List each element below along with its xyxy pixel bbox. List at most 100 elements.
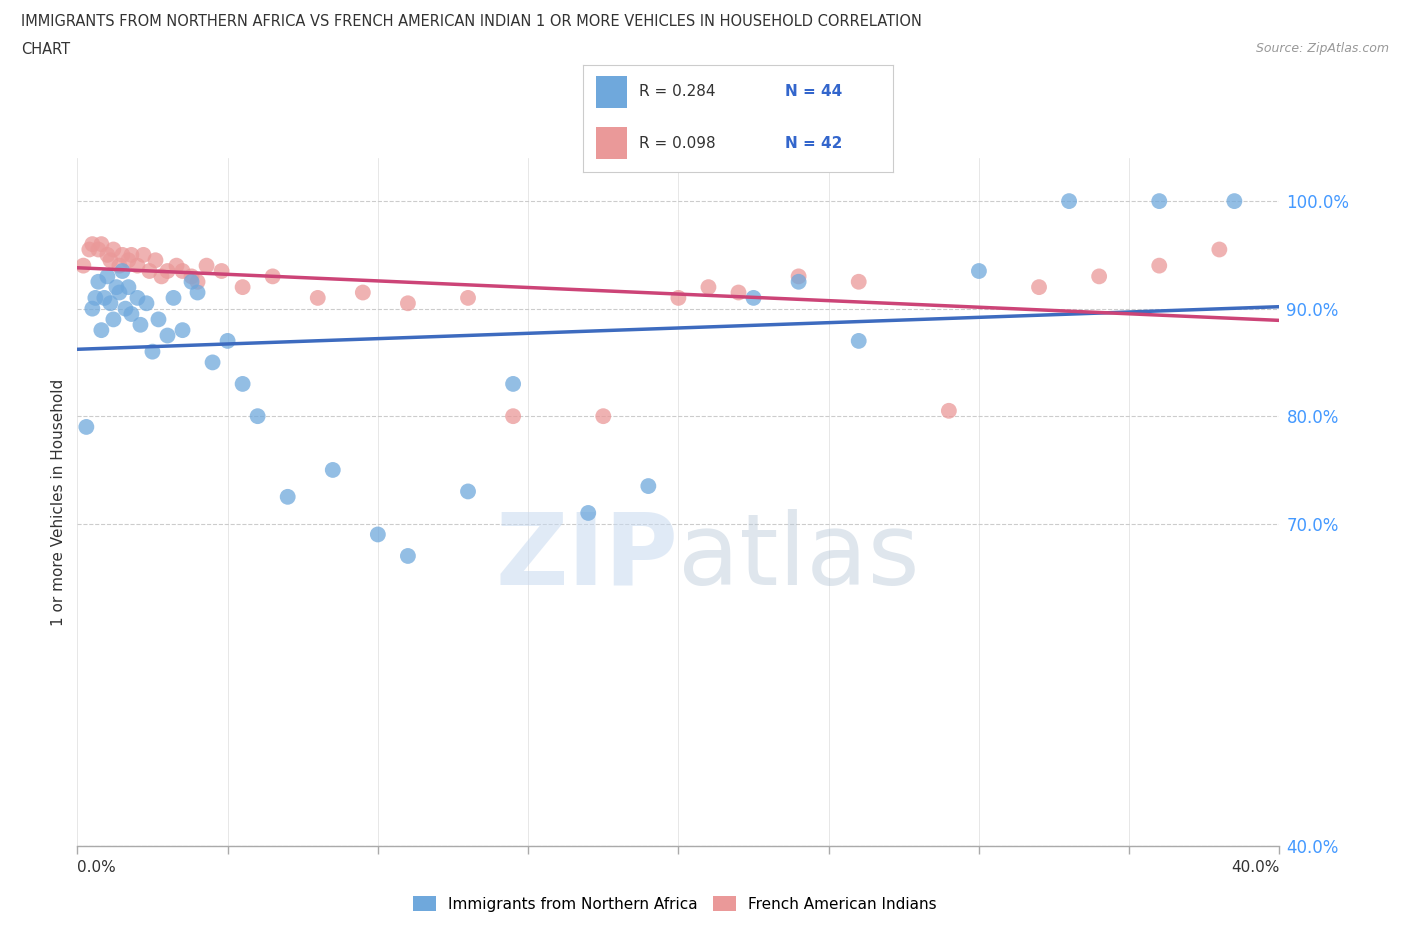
Point bbox=[277, 489, 299, 504]
Point bbox=[180, 274, 202, 289]
Point bbox=[187, 274, 209, 289]
Point bbox=[93, 290, 115, 305]
Point bbox=[1057, 193, 1080, 208]
Point bbox=[129, 317, 152, 332]
Y-axis label: 1 or more Vehicles in Household: 1 or more Vehicles in Household bbox=[51, 379, 66, 626]
Text: 0.0%: 0.0% bbox=[77, 860, 117, 875]
Point bbox=[1223, 193, 1246, 208]
Point bbox=[108, 259, 131, 273]
Point bbox=[72, 259, 94, 273]
Point bbox=[79, 242, 101, 257]
Point bbox=[117, 280, 139, 295]
Point bbox=[211, 263, 233, 278]
Text: N = 44: N = 44 bbox=[785, 85, 842, 100]
Point bbox=[246, 409, 269, 424]
Point bbox=[322, 462, 344, 477]
Point bbox=[111, 247, 134, 262]
Point bbox=[367, 527, 389, 542]
Point bbox=[502, 377, 524, 392]
Point bbox=[103, 312, 125, 326]
Point bbox=[87, 242, 110, 257]
Point bbox=[111, 263, 134, 278]
Point bbox=[172, 323, 194, 338]
Point bbox=[120, 307, 142, 322]
Point bbox=[502, 409, 524, 424]
Point bbox=[396, 296, 419, 311]
Point bbox=[576, 506, 599, 521]
Text: R = 0.098: R = 0.098 bbox=[640, 136, 716, 151]
Point bbox=[82, 236, 104, 251]
Text: CHART: CHART bbox=[21, 42, 70, 57]
Point bbox=[262, 269, 284, 284]
Point bbox=[637, 479, 659, 494]
Point bbox=[787, 274, 810, 289]
Point bbox=[201, 355, 224, 370]
Point bbox=[135, 296, 157, 311]
Point bbox=[187, 286, 209, 300]
Point bbox=[396, 549, 419, 564]
Point bbox=[105, 280, 128, 295]
Point bbox=[96, 269, 118, 284]
Point bbox=[848, 274, 870, 289]
Point bbox=[1149, 193, 1171, 208]
Point bbox=[1149, 259, 1171, 273]
Point bbox=[103, 242, 125, 257]
Point bbox=[787, 269, 810, 284]
Text: ZIP: ZIP bbox=[495, 509, 679, 605]
Point bbox=[90, 236, 112, 251]
Point bbox=[742, 290, 765, 305]
Text: 40.0%: 40.0% bbox=[1232, 860, 1279, 875]
Point bbox=[166, 259, 188, 273]
Point bbox=[141, 344, 163, 359]
Point bbox=[90, 323, 112, 338]
FancyBboxPatch shape bbox=[596, 127, 627, 159]
Legend: Immigrants from Northern Africa, French American Indians: Immigrants from Northern Africa, French … bbox=[406, 889, 943, 918]
Point bbox=[117, 253, 139, 268]
Point bbox=[156, 263, 179, 278]
Point bbox=[82, 301, 104, 316]
Point bbox=[967, 263, 990, 278]
Point bbox=[96, 247, 118, 262]
Point bbox=[848, 334, 870, 349]
Point bbox=[307, 290, 329, 305]
Point bbox=[727, 286, 749, 300]
Point bbox=[457, 484, 479, 498]
Text: N = 42: N = 42 bbox=[785, 136, 842, 151]
Text: atlas: atlas bbox=[679, 509, 920, 605]
Point bbox=[592, 409, 614, 424]
Point bbox=[172, 263, 194, 278]
Point bbox=[217, 334, 239, 349]
Text: IMMIGRANTS FROM NORTHERN AFRICA VS FRENCH AMERICAN INDIAN 1 OR MORE VEHICLES IN : IMMIGRANTS FROM NORTHERN AFRICA VS FRENC… bbox=[21, 14, 922, 29]
Point bbox=[162, 290, 184, 305]
Text: R = 0.284: R = 0.284 bbox=[640, 85, 716, 100]
Point bbox=[127, 259, 149, 273]
Text: Source: ZipAtlas.com: Source: ZipAtlas.com bbox=[1256, 42, 1389, 55]
Point bbox=[75, 419, 97, 434]
Point bbox=[150, 269, 173, 284]
Point bbox=[138, 263, 160, 278]
Point bbox=[1088, 269, 1111, 284]
Point bbox=[1028, 280, 1050, 295]
Point bbox=[938, 404, 960, 418]
Point bbox=[156, 328, 179, 343]
Point bbox=[120, 247, 142, 262]
Point bbox=[148, 312, 170, 326]
Point bbox=[145, 253, 167, 268]
Point bbox=[697, 280, 720, 295]
Point bbox=[84, 290, 107, 305]
Point bbox=[87, 274, 110, 289]
Point bbox=[100, 253, 122, 268]
Point bbox=[114, 301, 136, 316]
Point bbox=[195, 259, 218, 273]
Point bbox=[100, 296, 122, 311]
Point bbox=[108, 286, 131, 300]
Point bbox=[232, 377, 254, 392]
Point bbox=[127, 290, 149, 305]
Point bbox=[132, 247, 155, 262]
Point bbox=[1208, 242, 1230, 257]
Point bbox=[668, 290, 690, 305]
Point bbox=[352, 286, 374, 300]
FancyBboxPatch shape bbox=[596, 76, 627, 108]
Point bbox=[180, 269, 202, 284]
Point bbox=[232, 280, 254, 295]
